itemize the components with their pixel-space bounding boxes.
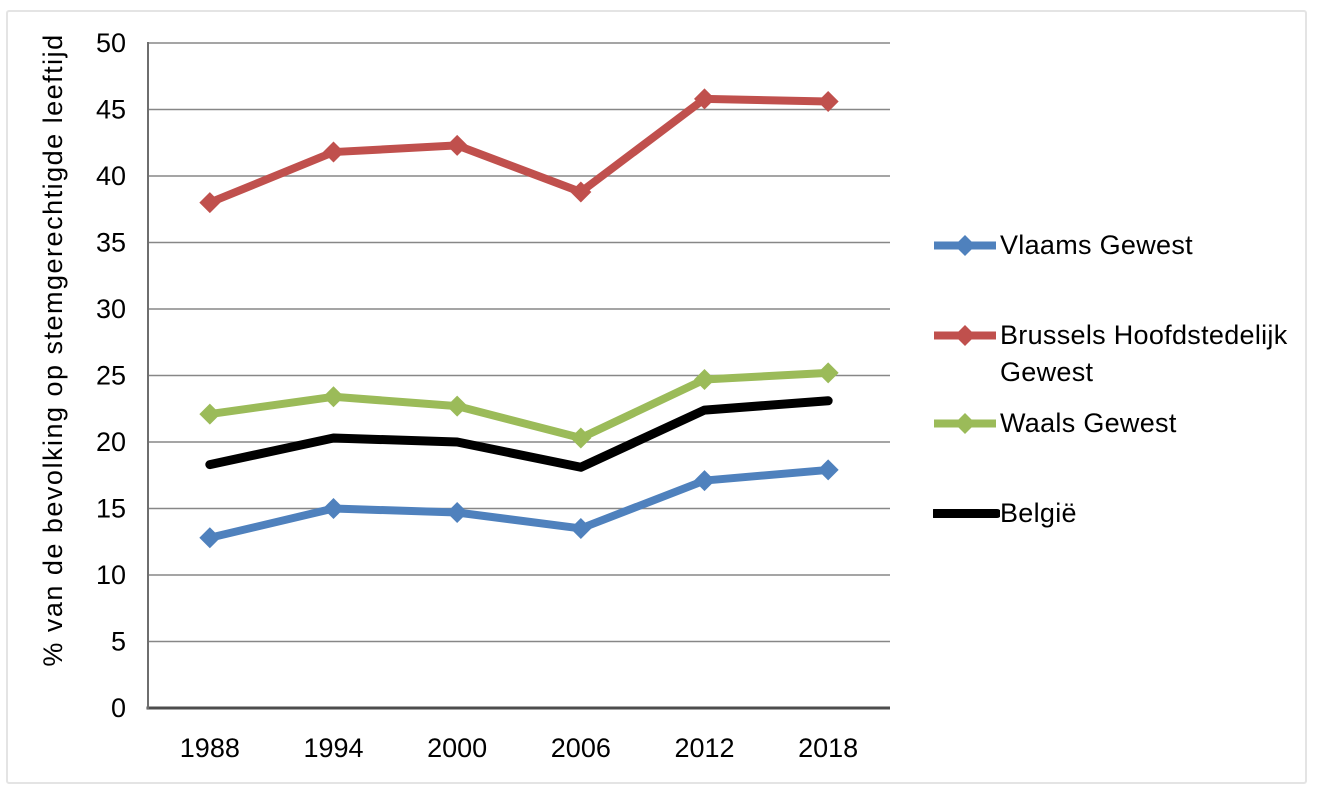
x-tick-label: 1994 — [303, 733, 363, 763]
x-tick-label: 2006 — [551, 733, 611, 763]
legend-item-vlaams-gewest: Vlaams Gewest — [933, 227, 1193, 264]
data-point-waals-gewest — [817, 362, 839, 384]
x-tick-label: 1988 — [180, 733, 240, 763]
y-tick-label: 25 — [96, 361, 126, 391]
y-tick-label: 10 — [96, 560, 126, 590]
x-tick-label: 2000 — [427, 733, 487, 763]
legend-label: Brussels Hoofdstedelijk Gewest — [1000, 320, 1288, 387]
data-point-vlaams-gewest — [570, 517, 592, 539]
legend-item-waals-gewest: Waals Gewest — [933, 405, 1177, 442]
data-point-vlaams-gewest — [694, 470, 715, 492]
data-point-waals-gewest — [694, 368, 715, 390]
legend-item-brussels-hoofdstedelijk-gewest: Brussels Hoofdstedelijk Gewest — [933, 317, 1303, 391]
series-line-waals-gewest — [205, 368, 833, 443]
legend-marker-vlaams-gewest-icon — [934, 235, 996, 256]
data-series — [199, 88, 839, 549]
figure-border — [6, 10, 1307, 784]
y-tick-label: 40 — [96, 161, 126, 191]
data-point-waals-gewest — [323, 386, 344, 408]
y-tick-label: 30 — [96, 294, 126, 324]
data-point-brussels-hoofdstedelijk-gewest — [570, 181, 592, 203]
y-axis-tick-labels: 0 5 10 15 20 25 30 35 40 45 50 — [96, 28, 126, 723]
y-tick-label: 5 — [111, 627, 126, 657]
series-line-brussels-hoofdstedelijk-gewest — [205, 94, 833, 207]
y-tick-label: 20 — [96, 427, 126, 457]
data-point-brussels-hoofdstedelijk-gewest — [817, 91, 839, 113]
data-point-vlaams-gewest — [446, 501, 468, 523]
y-tick-label: 0 — [111, 693, 126, 723]
series-line-vlaams-gewest — [205, 465, 833, 542]
series-line-belgi — [205, 396, 833, 472]
data-point-brussels-hoofdstedelijk-gewest — [323, 141, 344, 163]
data-point-waals-gewest — [570, 427, 592, 449]
legend-label: Waals Gewest — [1000, 408, 1177, 438]
legend-item-belgie: België — [933, 495, 1077, 532]
legend-marker-brussels-hoofdstedelijk-gewest-icon — [934, 325, 996, 346]
legend-label: Vlaams Gewest — [1000, 230, 1193, 260]
gridlines — [146, 42, 890, 710]
legend-marker-belgie-icon — [933, 509, 1000, 518]
data-point-waals-gewest — [199, 403, 221, 425]
legend-label: België — [1000, 498, 1077, 528]
data-point-waals-gewest — [446, 395, 468, 417]
y-tick-label: 50 — [96, 28, 126, 58]
legend: Vlaams Gewest Brussels Hoofdstedelijk Ge… — [933, 0, 1303, 798]
x-tick-label: 2012 — [674, 733, 734, 763]
data-point-brussels-hoofdstedelijk-gewest — [446, 134, 468, 156]
x-axis-tick-labels: 1988 1994 2000 2006 2012 2018 — [180, 733, 858, 763]
data-point-vlaams-gewest — [817, 459, 839, 481]
data-point-vlaams-gewest — [199, 527, 221, 549]
data-point-brussels-hoofdstedelijk-gewest — [694, 88, 715, 110]
y-axis-title: % van de bevolking op stemgerechtigde le… — [38, 33, 68, 666]
legend-marker-waals-gewest-icon — [934, 413, 996, 434]
y-tick-label: 15 — [96, 494, 126, 524]
data-point-vlaams-gewest — [323, 498, 344, 519]
data-point-brussels-hoofdstedelijk-gewest — [199, 192, 221, 214]
y-tick-label: 45 — [96, 95, 126, 125]
x-tick-label: 2018 — [798, 733, 858, 763]
y-tick-label: 35 — [96, 228, 126, 258]
